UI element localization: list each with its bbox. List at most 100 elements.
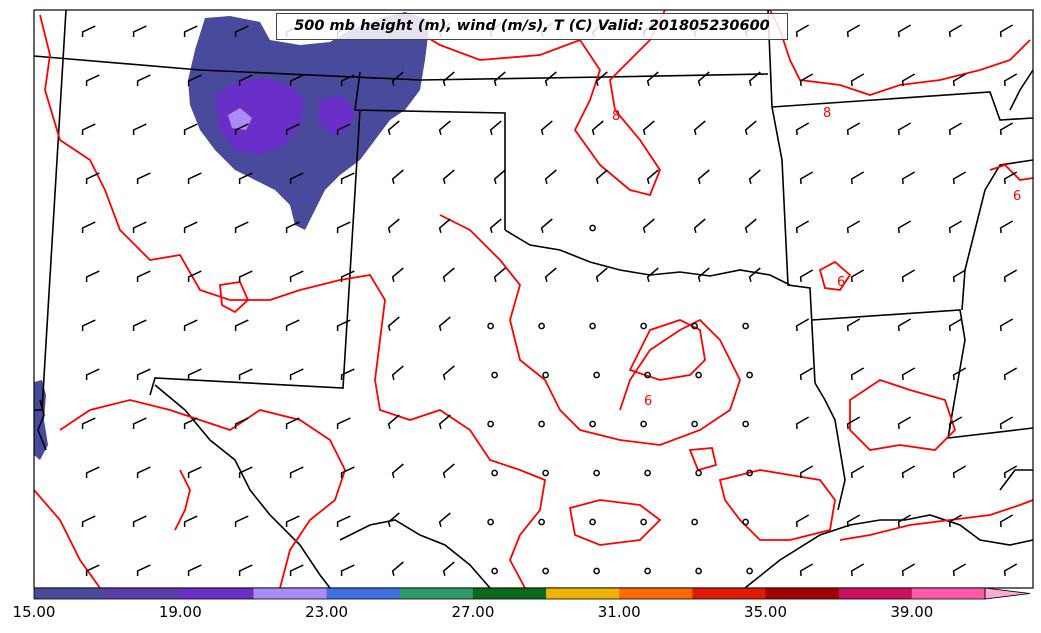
- contour-2: [394, 9, 666, 197]
- contour-4: [628, 319, 706, 381]
- contour-13: [219, 281, 250, 314]
- wind-barb: [442, 365, 455, 380]
- calm-wind-marker: [542, 371, 549, 379]
- wind-barb: [442, 71, 455, 86]
- wind-barb: [183, 417, 198, 430]
- colorbar: [33, 587, 1031, 600]
- wind-barb: [387, 414, 400, 429]
- calm-wind-marker: [538, 322, 545, 330]
- contour-label: 6: [644, 394, 652, 409]
- wind-barb: [438, 414, 451, 429]
- wind-barb: [948, 514, 963, 528]
- wind-barb: [187, 74, 202, 87]
- wind-barb: [795, 416, 810, 430]
- boundary-east: [767, 9, 816, 384]
- calm-wind-marker: [691, 518, 698, 526]
- wind-barb: [132, 221, 147, 234]
- calm-wind-marker: [695, 469, 702, 477]
- wind-barb: [846, 122, 861, 136]
- wind-barb: [85, 74, 100, 87]
- boundary-rio-grande-2: [339, 519, 491, 589]
- wind-barb: [901, 73, 916, 87]
- wind-barb: [693, 218, 706, 233]
- wind-barb: [1003, 171, 1018, 185]
- wind-barb: [289, 270, 304, 283]
- wind-barb: [850, 563, 865, 577]
- wind-barb: [493, 169, 506, 184]
- boundary-north: [33, 55, 769, 81]
- contour-10: [59, 399, 346, 589]
- calm-wind-marker: [644, 469, 651, 477]
- calm-wind-marker: [491, 567, 498, 575]
- boundary-ms-2: [1009, 69, 1034, 111]
- boundary-sabine: [814, 382, 846, 511]
- wind-barb: [289, 74, 304, 87]
- wind-barb: [1003, 465, 1018, 479]
- wind-barb: [948, 220, 963, 234]
- wind-barb: [391, 463, 404, 478]
- contour-8: [849, 379, 957, 451]
- boundary-la: [811, 309, 1034, 439]
- wind-barb: [540, 218, 553, 233]
- wind-barb: [595, 71, 608, 86]
- wind-barb: [442, 561, 455, 576]
- wind-barb: [952, 563, 967, 577]
- calm-wind-marker: [644, 567, 651, 575]
- contour-7: [839, 499, 1034, 541]
- wind-barb: [948, 24, 963, 38]
- wind-barb: [901, 465, 916, 479]
- wind-barb: [391, 71, 404, 86]
- wind-barb: [748, 169, 761, 184]
- calm-wind-marker: [542, 567, 549, 575]
- wind-barb: [646, 169, 659, 184]
- wind-barb: [493, 71, 506, 86]
- colorbar-segment: [619, 588, 693, 599]
- wind-barb: [897, 24, 912, 38]
- contour-label: 6: [837, 275, 845, 290]
- wind-barb: [850, 73, 865, 87]
- wind-barb: [234, 515, 249, 528]
- wind-barb: [1003, 269, 1018, 283]
- wind-barb: [693, 120, 706, 135]
- wind-barb: [285, 123, 300, 136]
- calm-wind-marker: [487, 322, 494, 330]
- wind-barb: [489, 218, 502, 233]
- wind-barb: [136, 466, 151, 479]
- wind-barb: [85, 466, 100, 479]
- wind-barb: [901, 367, 916, 381]
- calm-wind-marker: [589, 224, 596, 232]
- calm-wind-marker: [742, 322, 749, 330]
- wind-barb: [901, 171, 916, 185]
- colorbar-tick-label: 35.00: [744, 603, 788, 621]
- wind-barb: [340, 564, 355, 577]
- calm-wind-marker: [589, 518, 596, 526]
- wind-barb: [183, 123, 198, 136]
- wind-shading-core: [215, 78, 305, 155]
- wind-barb: [387, 512, 400, 527]
- wind-barb: [136, 564, 151, 577]
- wind-barb: [544, 71, 557, 86]
- wind-barb: [387, 316, 400, 331]
- wind-barb: [748, 267, 761, 282]
- calm-wind-marker: [589, 322, 596, 330]
- wind-barb: [999, 416, 1014, 430]
- wind-barb: [136, 172, 151, 185]
- wind-barb: [187, 368, 202, 381]
- wind-barb: [442, 463, 455, 478]
- wind-barb: [238, 564, 253, 577]
- wind-barb: [595, 169, 608, 184]
- wind-barb: [187, 564, 202, 577]
- wind-barb: [136, 270, 151, 283]
- wind-barb: [85, 270, 100, 283]
- contour-5: [769, 9, 1031, 96]
- wind-barb: [850, 269, 865, 283]
- wind-barb: [136, 74, 151, 87]
- calm-wind-marker: [491, 469, 498, 477]
- wind-barb: [234, 123, 249, 136]
- contour-15: [568, 499, 662, 546]
- calm-wind-marker: [487, 420, 494, 428]
- wind-barb: [340, 172, 355, 185]
- wind-barb: [897, 220, 912, 234]
- wind-barb: [183, 515, 198, 528]
- wind-barb: [183, 25, 198, 38]
